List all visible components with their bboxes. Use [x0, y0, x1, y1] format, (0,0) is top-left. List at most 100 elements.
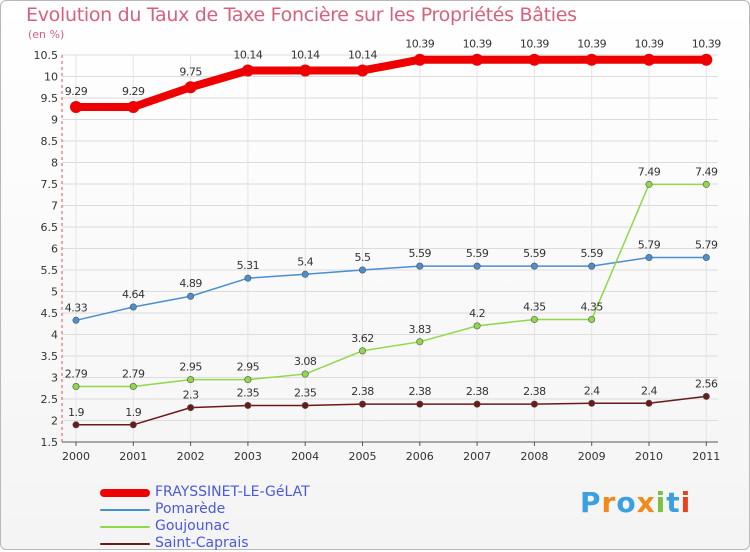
data-point: [72, 421, 80, 429]
data-point: [358, 266, 366, 274]
y-tick-label: 7.5: [41, 178, 59, 191]
legend-swatch: [100, 489, 150, 497]
legend-label: Pomarède: [155, 501, 226, 517]
x-tick-label: 2004: [291, 450, 319, 463]
data-point: [416, 400, 424, 408]
logo-letter: r: [601, 486, 617, 519]
y-tick-label: 9: [51, 114, 58, 127]
legend-label: Goujounac: [155, 518, 230, 534]
y-tick-label: 5.5: [41, 264, 59, 277]
series-line: [72, 55, 711, 112]
data-label: 5.59: [523, 247, 546, 260]
data-point: [473, 262, 481, 270]
data-label: 4.35: [523, 300, 546, 313]
data-point: [416, 338, 424, 346]
y-tick-label: 2.5: [41, 393, 59, 406]
data-label: 5.4: [297, 255, 313, 268]
x-tick-label: 2007: [463, 450, 491, 463]
data-point: [413, 53, 426, 66]
data-point: [473, 400, 481, 408]
y-tick-label: 10.5: [34, 49, 59, 62]
data-point: [301, 270, 309, 278]
legend-swatch: [100, 543, 150, 545]
data-label: 2.79: [65, 368, 88, 381]
data-label: 4.2: [469, 307, 485, 320]
data-label: 10.39: [405, 38, 434, 51]
data-point: [645, 254, 653, 262]
data-label: 2.95: [237, 361, 260, 374]
data-label: 10.14: [233, 48, 262, 61]
data-point: [129, 383, 137, 391]
data-point: [356, 64, 369, 77]
data-point: [702, 392, 710, 400]
series-line: [75, 183, 708, 388]
x-tick-label: 2005: [349, 450, 377, 463]
data-point: [358, 347, 366, 355]
logo-letter: i: [680, 486, 692, 519]
series-line: [75, 256, 708, 322]
y-tick-label: 8: [51, 157, 58, 170]
data-point: [187, 292, 195, 300]
data-point: [244, 274, 252, 282]
x-tick-label: 2003: [234, 450, 262, 463]
x-tick-label: 2006: [406, 450, 434, 463]
data-label: 5.59: [466, 247, 489, 260]
data-label: 2.38: [351, 385, 374, 398]
data-point: [588, 262, 596, 270]
data-point: [530, 315, 538, 323]
data-point: [700, 53, 713, 66]
data-label: 2.4: [584, 384, 600, 397]
data-point: [187, 376, 195, 384]
data-label: 2.38: [466, 385, 489, 398]
data-label: 10.39: [577, 38, 606, 51]
data-point: [129, 303, 137, 311]
data-label: 2.35: [294, 386, 317, 399]
y-tick-label: 1.5: [41, 436, 59, 449]
data-label: 2.3: [183, 389, 199, 402]
data-point: [70, 101, 82, 114]
data-label: 2.95: [179, 361, 202, 374]
legend-swatch: [100, 526, 150, 528]
data-label: 1.9: [125, 406, 141, 419]
proxiti-logo: Proxiti: [580, 486, 691, 519]
data-label: 10.39: [463, 38, 492, 51]
data-point: [471, 53, 484, 66]
y-tick-label: 6.5: [41, 221, 59, 234]
data-point: [127, 101, 140, 114]
data-point: [530, 400, 538, 408]
logo-letter: i: [655, 486, 667, 519]
data-label: 3.08: [294, 355, 317, 368]
data-label: 2.35: [237, 386, 260, 399]
y-tick-label: 10: [44, 71, 58, 84]
data-point: [645, 399, 653, 407]
data-label: 5.79: [695, 239, 718, 252]
data-label: 10.14: [348, 48, 377, 61]
y-tick-label: 3.5: [41, 350, 59, 363]
chart-unit-label: (en %): [28, 28, 65, 41]
data-point: [244, 376, 252, 384]
data-point: [129, 421, 137, 429]
data-point: [72, 383, 80, 391]
y-tick-label: 3: [51, 372, 58, 385]
x-tick-label: 2000: [62, 450, 90, 463]
logo-letter: t: [666, 486, 681, 519]
data-label: 10.39: [635, 38, 664, 51]
y-tick-label: 8.5: [41, 135, 59, 148]
data-label: 7.49: [695, 165, 718, 178]
data-point: [244, 401, 252, 409]
data-label: 2.38: [523, 385, 546, 398]
data-label: 3.83: [409, 323, 432, 336]
x-tick-label: 2011: [692, 450, 720, 463]
data-label: 4.64: [122, 288, 145, 301]
data-label: 5.5: [355, 251, 371, 264]
y-tick-label: 2: [51, 415, 58, 428]
data-label: 2.56: [695, 377, 718, 390]
data-point: [588, 315, 596, 323]
data-label: 2.4: [641, 384, 657, 397]
data-label: 2.38: [409, 385, 432, 398]
data-point: [702, 180, 710, 188]
data-point: [530, 262, 538, 270]
data-label: 9.29: [65, 85, 88, 98]
